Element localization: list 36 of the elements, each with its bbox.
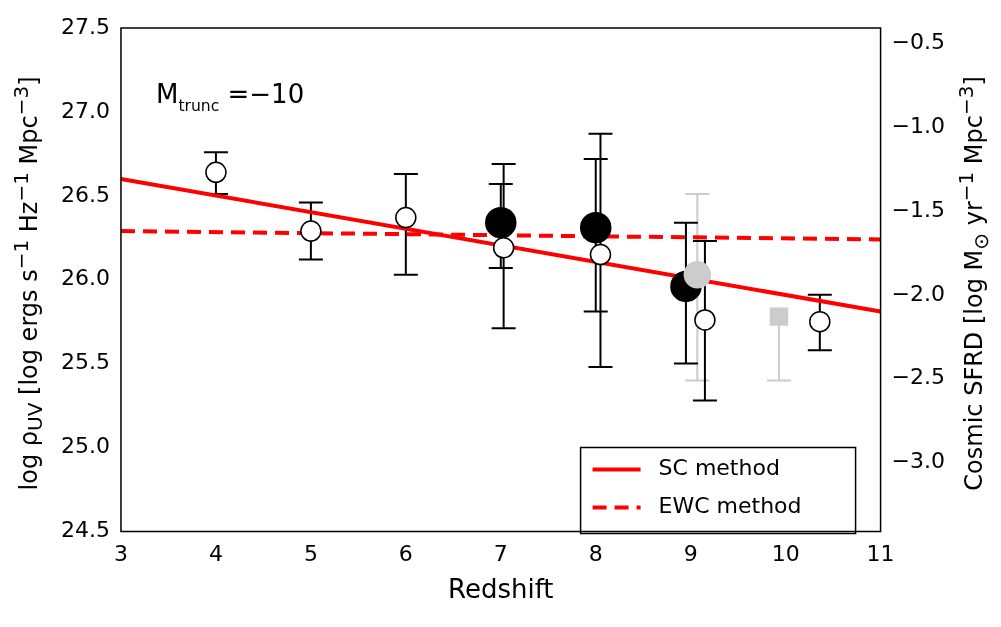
x-axis-title: Redshift [448,574,554,605]
x-tick-label: 3 [113,541,128,567]
y2-tick-label: −0.5 [891,28,945,54]
y-tick-label: 26.5 [61,181,110,207]
point [395,206,417,229]
x-tick-label: 11 [866,541,895,567]
y2-tick-label: −1.5 [891,196,945,222]
point [205,161,227,184]
y-tick-label: 24.5 [61,517,110,543]
point [492,237,515,259]
legend-label: EWC method [658,493,802,519]
y-tick-label: 26.0 [61,265,110,291]
y2-tick-label: −2.5 [891,364,945,390]
x-tick-label: 6 [398,541,413,567]
point [683,260,712,289]
x-tick-label: 10 [771,541,800,567]
x-tick-label: 9 [683,541,698,567]
x-tick-label: 8 [588,541,603,567]
point [579,211,612,244]
y2-tick-label: −3.0 [891,448,945,474]
x-tick-label: 5 [303,541,318,567]
point [300,220,322,242]
y2-tick-label: −1.0 [891,112,945,138]
legend-label: SC method [658,455,780,481]
point [589,243,612,266]
point [809,310,831,333]
point [485,206,517,239]
point [694,309,716,331]
x-tick-label: 4 [208,541,223,567]
y2-tick-label: −2.0 [891,280,945,306]
x-tick-label: 7 [493,541,508,567]
y-tick-label: 27.5 [61,13,110,39]
point [769,307,789,326]
y-tick-label: 25.0 [61,433,110,459]
y-tick-label: 27.0 [61,97,110,123]
y-tick-label: 25.5 [61,349,110,375]
